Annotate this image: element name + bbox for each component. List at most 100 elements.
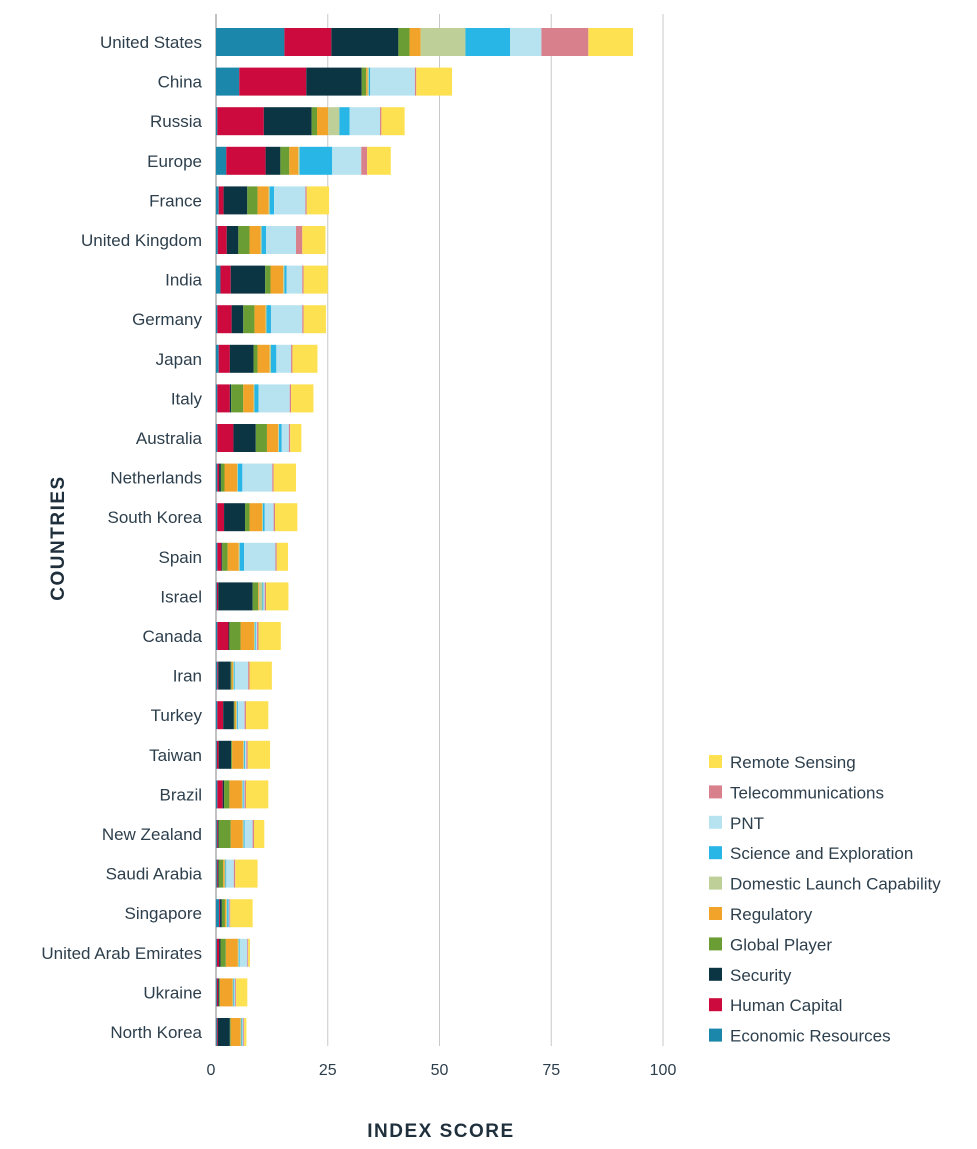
bar-taiwan-human-capital xyxy=(216,740,219,769)
legend-swatch-remote-sensing xyxy=(709,755,722,768)
bar-iran-pnt xyxy=(234,661,249,690)
bar-india-pnt xyxy=(286,265,303,294)
bar-italy-pnt xyxy=(258,384,290,413)
bar-united-states-security xyxy=(331,28,399,56)
bar-israel-global-player xyxy=(252,582,259,611)
bar-ukraine-regulatory xyxy=(220,978,233,1007)
bar-japan-domestic-launch-capability xyxy=(269,344,271,373)
bar-russia-regulatory xyxy=(317,107,329,136)
bar-saudi-arabia-security xyxy=(217,859,219,888)
bar-taiwan-economic-resources xyxy=(216,740,217,769)
bar-canada-human-capital xyxy=(217,622,229,650)
bar-australia-human-capital xyxy=(217,424,234,452)
bar-canada-remote-sensing xyxy=(258,622,281,650)
bar-ukraine-human-capital xyxy=(216,978,219,1007)
bar-india-global-player xyxy=(265,265,271,294)
bar-ukraine-remote-sensing xyxy=(236,978,248,1007)
category-label-united-states: United States xyxy=(100,33,202,52)
category-label-canada: Canada xyxy=(142,627,202,646)
bar-europe-security xyxy=(265,146,281,175)
bar-germany-regulatory xyxy=(254,305,266,334)
bar-germany-human-capital xyxy=(217,305,232,334)
bar-netherlands-regulatory xyxy=(224,463,238,492)
x-tick-0: 0 xyxy=(207,1062,216,1079)
bar-saudi-arabia-regulatory xyxy=(223,859,225,888)
bar-turkey-pnt xyxy=(237,701,245,730)
x-tick-25: 25 xyxy=(319,1062,337,1079)
category-label-saudi-arabia: Saudi Arabia xyxy=(106,865,203,884)
bar-new-zealand-regulatory xyxy=(230,820,243,848)
bar-australia-telecommunications xyxy=(288,424,291,452)
bar-india-telecommunications xyxy=(302,265,304,294)
legend-swatch-pnt xyxy=(709,815,722,829)
category-label-france: France xyxy=(149,191,202,210)
legend-swatch-global-player xyxy=(709,937,722,951)
bar-china-pnt xyxy=(370,67,415,96)
category-label-japan: Japan xyxy=(156,350,202,369)
bar-united-kingdom-telecommunications xyxy=(296,226,303,254)
legend-swatch-science-and-exploration xyxy=(709,846,722,860)
bar-singapore-science-and-exploration xyxy=(227,899,229,928)
bar-spain-telecommunications xyxy=(275,542,277,571)
bar-spain-pnt xyxy=(244,542,276,571)
bar-australia-economic-resources xyxy=(216,424,218,452)
bar-iran-economic-resources xyxy=(216,661,218,690)
bar-taiwan-domestic-launch-capability xyxy=(243,740,245,769)
category-label-china: China xyxy=(158,73,203,92)
legend-swatch-regulatory xyxy=(709,907,722,920)
bar-china-remote-sensing xyxy=(416,67,453,96)
bar-france-economic-resources xyxy=(216,186,219,215)
category-label-australia: Australia xyxy=(136,429,203,448)
bar-italy-security xyxy=(229,384,232,413)
bar-netherlands-science-and-exploration xyxy=(237,463,243,492)
bar-brazil-science-and-exploration xyxy=(242,780,244,809)
category-label-north-korea: North Korea xyxy=(110,1023,202,1042)
bar-israel-security xyxy=(218,582,253,611)
legend-label-human-capital: Human Capital xyxy=(730,996,842,1015)
bar-taiwan-global-player xyxy=(231,740,233,769)
category-label-united-arab-emirates: United Arab Emirates xyxy=(41,944,202,963)
bar-united-kingdom-economic-resources xyxy=(216,226,218,254)
bars xyxy=(216,28,634,1046)
bar-france-human-capital xyxy=(218,186,224,215)
bar-russia-domestic-launch-capability xyxy=(328,107,340,136)
bar-brazil-security xyxy=(222,780,225,809)
category-label-netherlands: Netherlands xyxy=(110,469,202,488)
x-tick-50: 50 xyxy=(431,1062,449,1079)
category-label-germany: Germany xyxy=(132,310,202,329)
bar-singapore-pnt xyxy=(228,899,230,928)
bar-new-zealand-human-capital xyxy=(216,820,218,848)
legend-swatch-domestic-launch-capability xyxy=(709,876,722,890)
bar-united-kingdom-regulatory xyxy=(249,226,261,254)
bar-italy-domestic-launch-capability xyxy=(253,384,255,413)
bar-india-remote-sensing xyxy=(303,265,328,294)
bar-europe-telecommunications xyxy=(361,146,368,175)
bar-united-states-telecommunications xyxy=(541,28,589,56)
bar-ukraine-security xyxy=(218,978,220,1007)
bar-iran-security xyxy=(218,661,231,690)
bar-taiwan-regulatory xyxy=(232,740,244,769)
legend-swatch-telecommunications xyxy=(709,785,722,799)
bar-south-korea-science-and-exploration xyxy=(262,503,265,532)
bar-germany-economic-resources xyxy=(216,305,218,334)
bar-india-domestic-launch-capability xyxy=(283,265,285,294)
bar-israel-remote-sensing xyxy=(266,582,289,611)
bar-spain-science-and-exploration xyxy=(239,542,245,571)
bar-canada-security xyxy=(228,622,230,650)
bar-france-global-player xyxy=(247,186,258,215)
bar-france-security xyxy=(223,186,248,215)
bar-iran-global-player xyxy=(230,661,232,690)
bar-japan-remote-sensing xyxy=(292,344,318,373)
bar-saudi-arabia-remote-sensing xyxy=(235,859,258,888)
bar-united-arab-emirates-domestic-launch-capability xyxy=(237,938,239,967)
category-label-iran: Iran xyxy=(173,667,202,686)
bar-south-korea-pnt xyxy=(264,503,274,532)
bar-ukraine-science-and-exploration xyxy=(233,978,235,1007)
y-axis-title: COUNTRIES xyxy=(48,475,69,600)
x-tick-75: 75 xyxy=(542,1062,560,1079)
legend-swatch-human-capital xyxy=(709,998,722,1012)
bar-france-domestic-launch-capability xyxy=(268,186,270,215)
bar-united-kingdom-global-player xyxy=(238,226,250,254)
bar-turkey-remote-sensing xyxy=(245,701,269,730)
bar-brazil-telecommunications xyxy=(244,780,246,809)
